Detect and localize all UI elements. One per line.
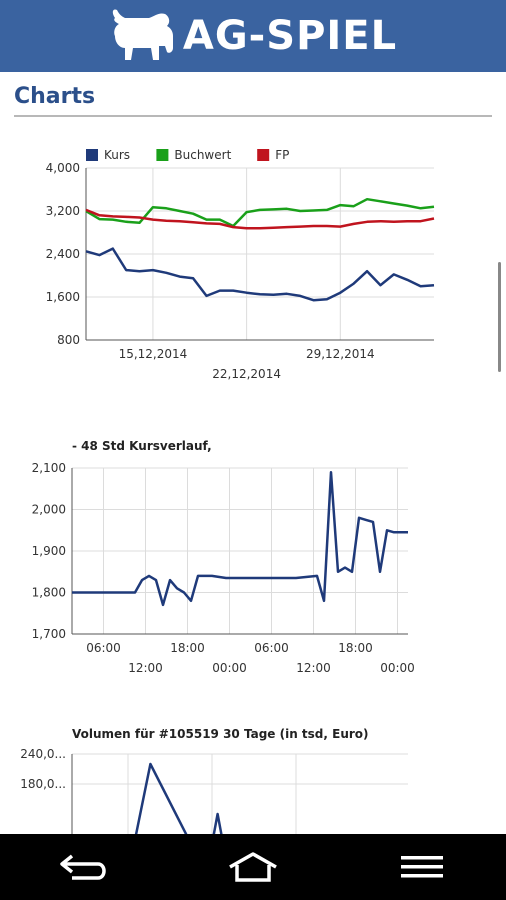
y-tick-label: 1,700 — [32, 627, 66, 641]
title-divider — [14, 115, 492, 117]
bull-logo-icon — [112, 9, 173, 61]
home-icon — [229, 852, 277, 882]
logo-text: AG-SPIEL — [182, 13, 398, 59]
chart-kurs-buchwert-fp: Kurs Buchwert FP 4,000 3,200 2,400 1,600 800 15,… — [46, 148, 435, 381]
y-tick-label: 3,200 — [46, 204, 80, 218]
series-line-series-0 — [134, 762, 223, 834]
chart-volumen-30-tage: Volumen für #105519 30 Tage (in tsd, Eur… — [20, 727, 408, 834]
y-tick-label: 240,0... — [20, 747, 66, 761]
x-tick-label: 00:00 — [212, 661, 247, 675]
app-header: AG-SPIEL — [0, 0, 506, 72]
series-line-kurs — [85, 247, 435, 302]
series-line-series-0 — [72, 470, 408, 607]
x-tick-label: 12:00 — [128, 661, 163, 675]
menu-button[interactable] — [382, 842, 462, 892]
y-tick-label: 4,000 — [46, 161, 80, 175]
legend-label-buchwert: Buchwert — [174, 148, 231, 162]
page-title: Charts — [14, 84, 96, 109]
y-tick-label: 180,0... — [20, 777, 66, 791]
legend-label-kurs: Kurs — [104, 148, 130, 162]
ag-spiel-logo[interactable]: AG-SPIEL — [109, 8, 397, 64]
legend-swatch-fp — [257, 149, 270, 161]
x-tick-label: 29,12,2014 — [306, 347, 375, 361]
x-tick-label: 15,12,2014 — [119, 347, 188, 361]
x-tick-label: 22,12,2014 — [212, 367, 281, 381]
y-tick-label: 800 — [57, 333, 80, 347]
chart-title: - 48 Std Kursverlauf, — [72, 439, 212, 453]
legend-label-fp: FP — [275, 148, 289, 162]
y-tick-label: 1,900 — [32, 544, 66, 558]
y-tick-label: 1,800 — [32, 586, 66, 600]
x-tick-label: 18:00 — [170, 641, 205, 655]
back-button[interactable] — [44, 842, 124, 892]
y-tick-label: 1,600 — [46, 290, 80, 304]
x-tick-label: 06:00 — [86, 641, 121, 655]
series-line-fp — [85, 208, 435, 230]
android-nav-bar — [0, 834, 506, 900]
home-button[interactable] — [213, 842, 293, 892]
scrollbar[interactable] — [498, 262, 501, 372]
chart-48-std-kursverlauf: - 48 Std Kursverlauf, 2,100 2,000 1,900 1,80… — [32, 439, 415, 675]
legend-swatch-kurs — [86, 149, 98, 161]
legend-swatch-buchwert — [156, 149, 169, 161]
chart-title: Volumen für #105519 30 Tage (in tsd, Eur… — [72, 727, 369, 741]
x-tick-label: 06:00 — [254, 641, 289, 655]
x-tick-label: 18:00 — [338, 641, 373, 655]
y-tick-label: 2,400 — [46, 247, 80, 261]
x-tick-label: 00:00 — [380, 661, 415, 675]
x-tick-label: 12:00 — [296, 661, 331, 675]
back-arrow-icon — [60, 854, 107, 880]
menu-icon — [400, 856, 443, 878]
y-tick-label: 2,100 — [32, 461, 66, 475]
y-tick-label: 2,000 — [32, 503, 66, 517]
